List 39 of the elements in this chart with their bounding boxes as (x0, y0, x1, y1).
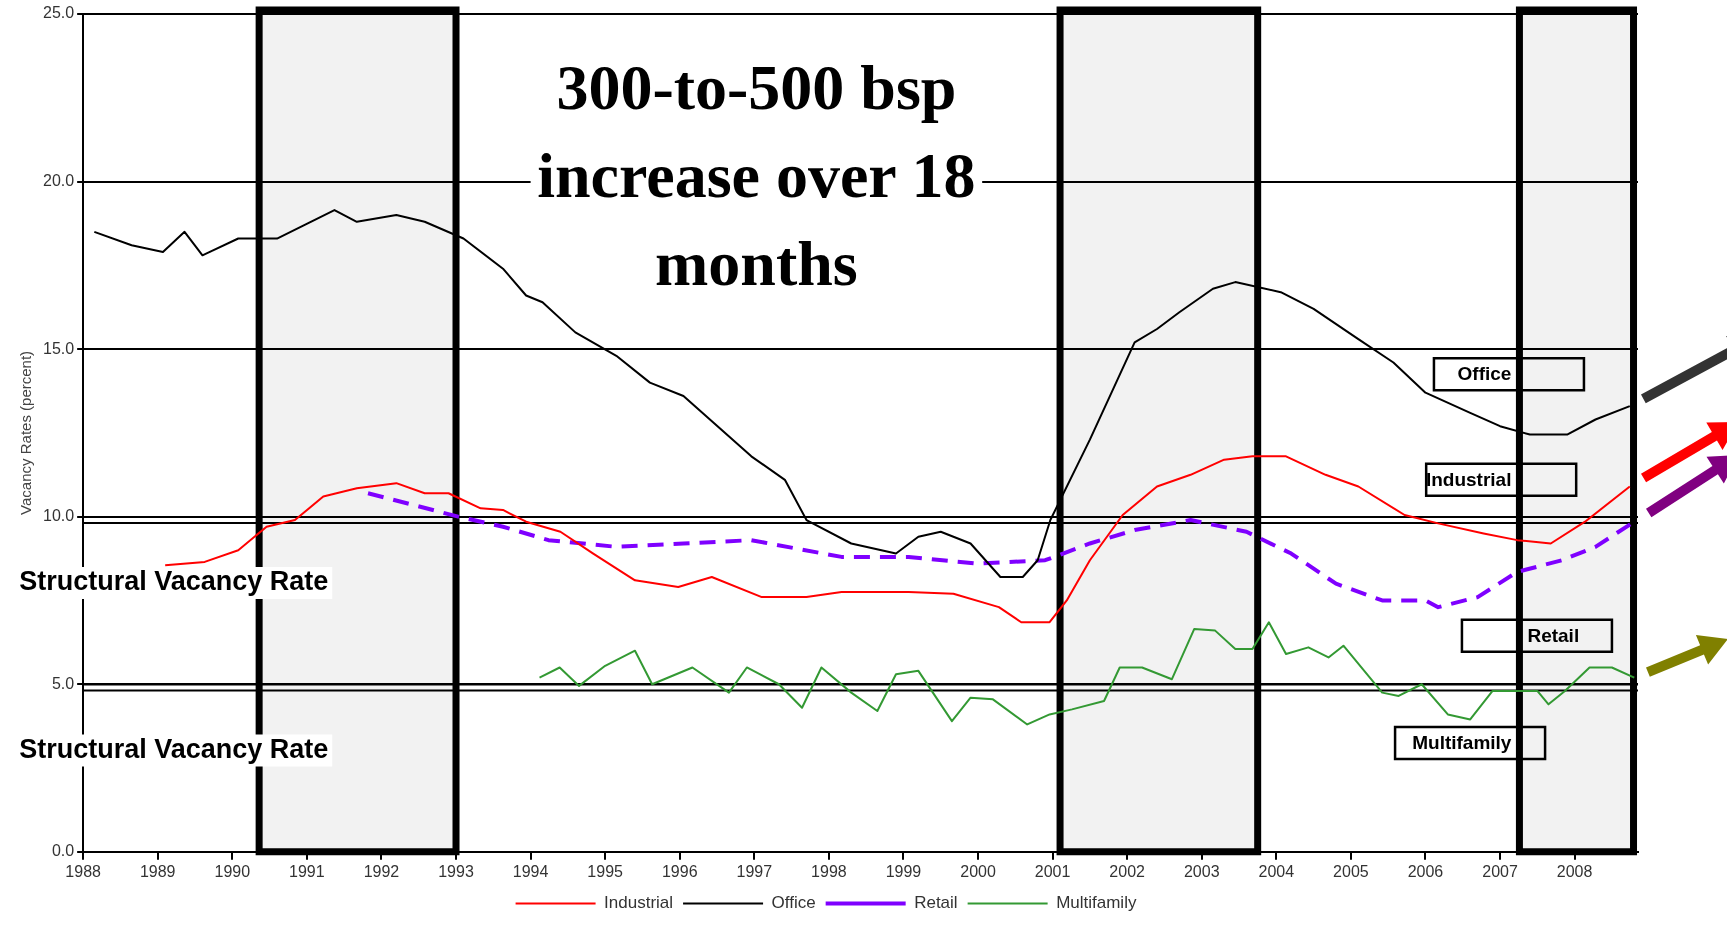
x-tick-label: 1995 (587, 862, 624, 880)
x-tick-label: 1998 (811, 862, 847, 880)
x-tick-label: 2008 (1556, 862, 1593, 880)
y-tick-label: 5.0 (51, 674, 75, 692)
x-tick-label: 2001 (1034, 862, 1071, 880)
x-tick-label: 2003 (1183, 862, 1220, 880)
annotation: Multifamily (1412, 732, 1512, 754)
annotation: Retail (1527, 624, 1580, 646)
x-tick-label: 1989 (139, 862, 176, 880)
ref-line-label: Structural Vacancy Rate (19, 734, 329, 765)
x-tick-label: 1997 (736, 862, 773, 880)
x-tick-label: 1988 (65, 862, 102, 880)
annotation: Industrial (1425, 469, 1512, 491)
x-tick-label: 1996 (661, 862, 698, 880)
x-tick-label: 1999 (885, 862, 922, 880)
y-tick-label: 10.0 (43, 507, 75, 525)
annotation: Office (1457, 363, 1512, 385)
x-tick-label: 1994 (512, 862, 549, 880)
annotation: 300-to-500 bsp increase over 18 months (537, 51, 976, 299)
y-axis-title: Vacancy Rates (percent) (17, 350, 35, 515)
legend-label: Office (771, 893, 816, 913)
x-tick-label: 1993 (438, 862, 474, 880)
y-tick-label: 0.0 (51, 842, 75, 860)
x-tick-label: 2004 (1258, 862, 1295, 880)
legend-label: Retail (914, 893, 958, 913)
x-tick-label: 2006 (1407, 862, 1444, 880)
x-tick-label: 1990 (214, 862, 251, 880)
y-tick-label: 25.0 (43, 4, 75, 22)
x-tick-label: 2007 (1482, 862, 1518, 880)
x-tick-label: 2000 (960, 862, 996, 880)
x-tick-label: 1991 (289, 862, 325, 880)
x-tick-label: 2002 (1109, 862, 1146, 880)
x-tick-label: 2005 (1333, 862, 1369, 880)
y-tick-label: 15.0 (43, 339, 75, 357)
legend-label: Multifamily (1056, 893, 1137, 913)
y-tick-label: 20.0 (43, 171, 75, 189)
legend-label: Industrial (604, 893, 674, 913)
ref-line-label: Structural Vacancy Rate (19, 566, 329, 597)
x-tick-label: 1992 (363, 862, 400, 880)
